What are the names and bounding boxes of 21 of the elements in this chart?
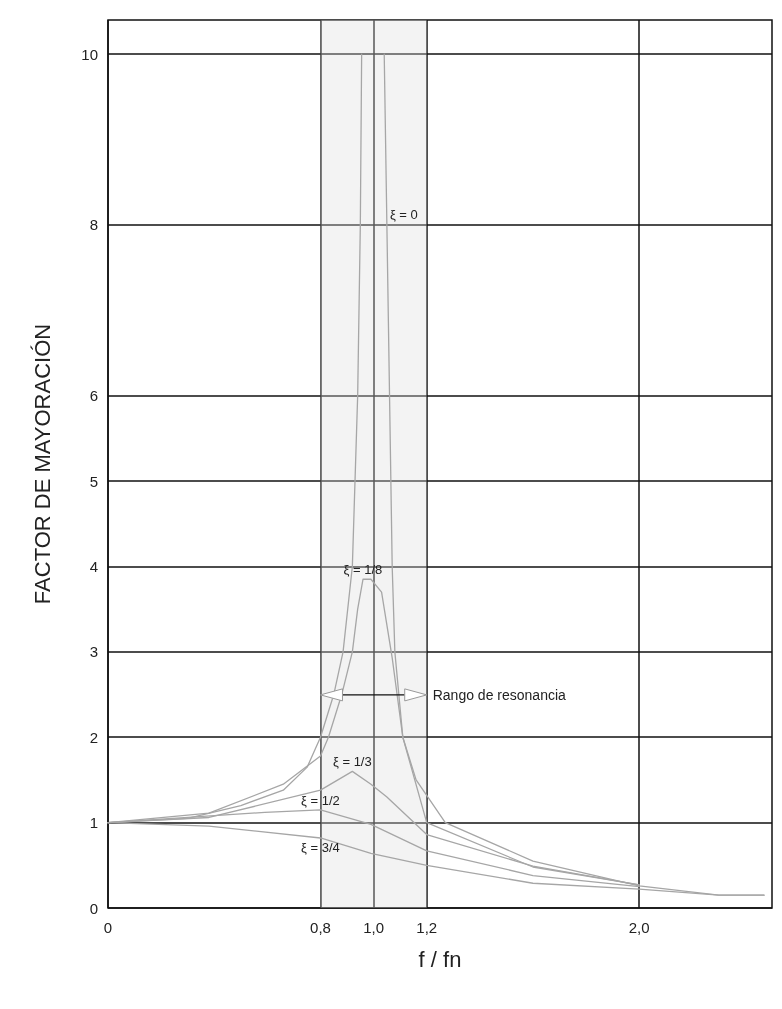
y-tick-label: 3: [89, 643, 98, 661]
y-tick-label: 2: [89, 728, 98, 746]
x-axis-title: f / fn: [418, 946, 462, 972]
x-tick-label: 1,2: [416, 919, 438, 936]
x-tick-label: 0: [103, 919, 113, 936]
series-label: ξ = 1/3: [332, 754, 372, 770]
y-tick-label: 6: [89, 387, 98, 405]
y-axis-title: FACTOR DE MAYORACIÓN: [29, 323, 55, 605]
y-tick-label: 10: [81, 45, 98, 63]
series-label: ξ = 1/2: [301, 792, 340, 808]
x-tick-label: 1,0: [363, 919, 385, 936]
y-tick-label: 8: [89, 216, 98, 234]
series-label: ξ = 3/4: [301, 839, 340, 855]
x-tick-label: 0,8: [310, 919, 331, 936]
y-tick-label: 0: [89, 899, 98, 917]
y-tick-label: 4: [89, 557, 98, 575]
series-label: ξ = 0: [389, 207, 418, 223]
x-tick-label: 2,0: [628, 919, 650, 936]
band-label: Rango de resonancia: [432, 686, 567, 703]
y-tick-label: 5: [89, 472, 98, 490]
y-tick-label: 1: [89, 814, 98, 832]
